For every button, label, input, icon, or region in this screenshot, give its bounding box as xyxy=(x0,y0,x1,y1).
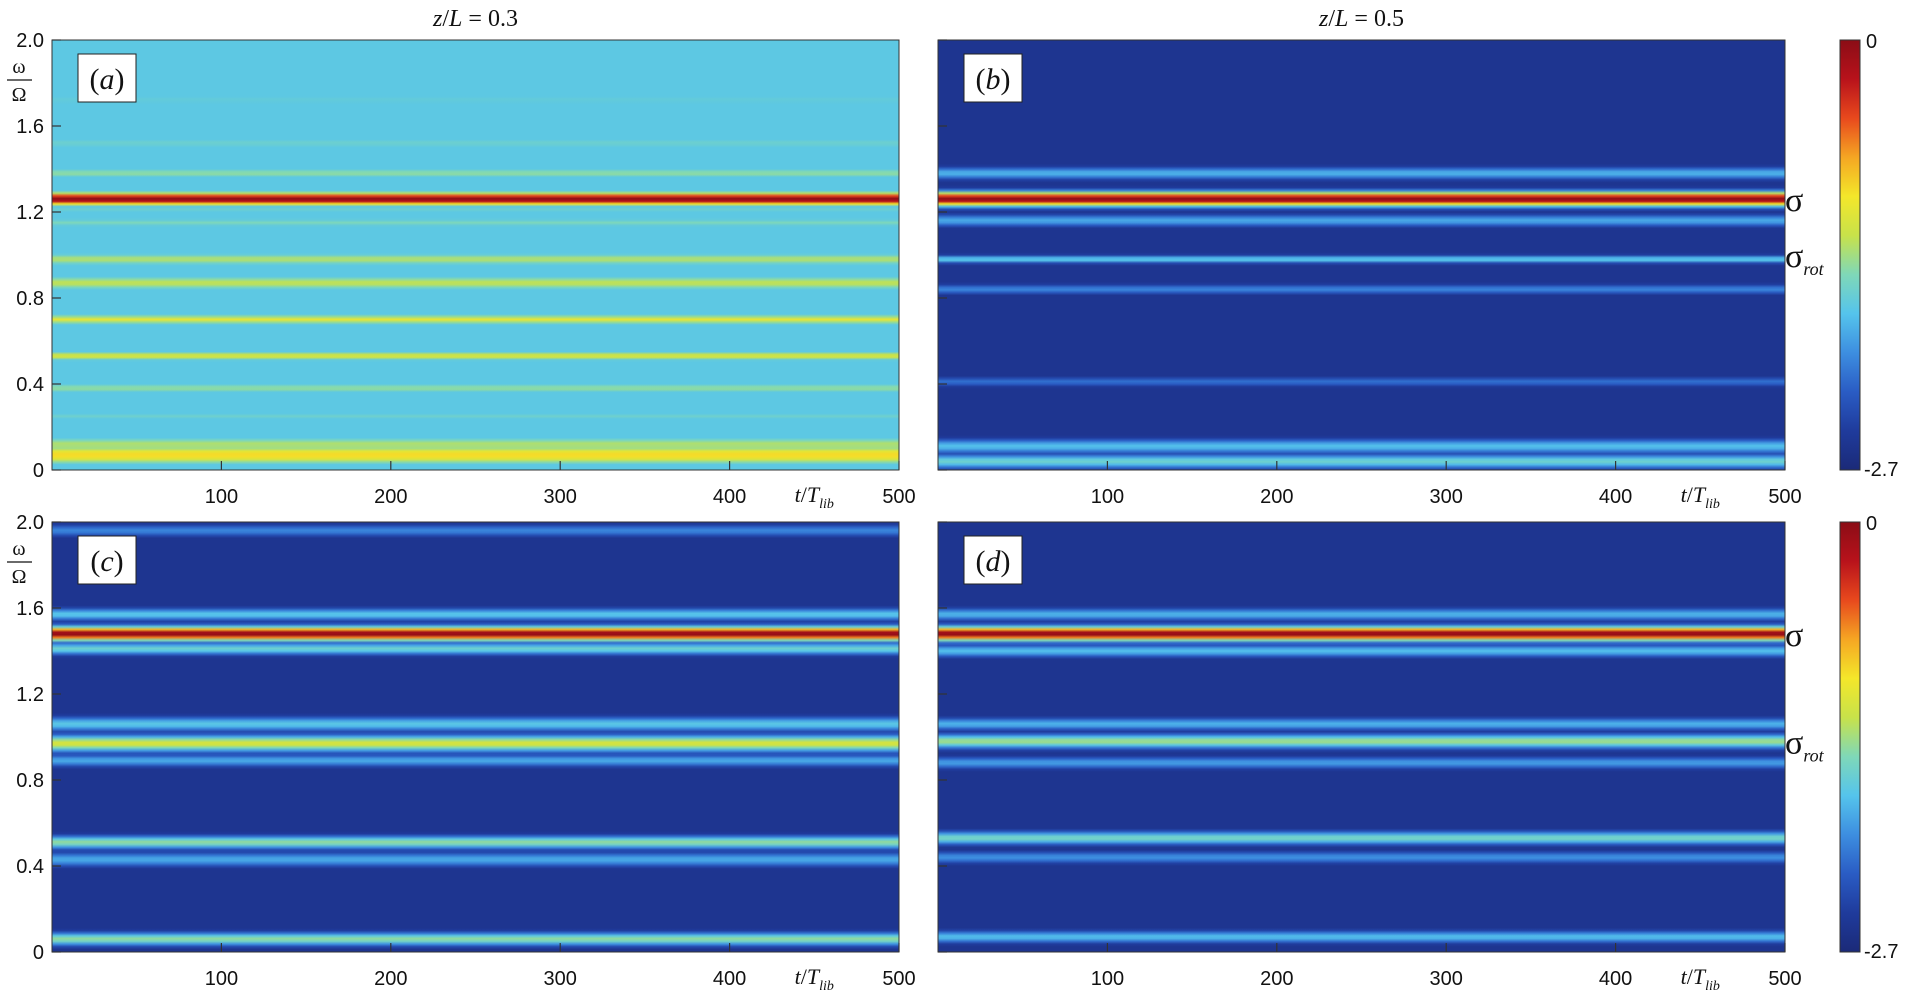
colorbar-2: 0 -2.7 xyxy=(1839,513,1898,963)
x-tick-label: 500 xyxy=(1768,486,1801,508)
x-tick-label: 300 xyxy=(544,486,577,508)
colorbar-max-label: 0 xyxy=(1866,31,1877,53)
x-tick-label: 400 xyxy=(1599,486,1632,508)
x-tick-label: 300 xyxy=(1430,486,1463,508)
svg-text:(d): (d) xyxy=(976,545,1011,578)
svg-text:(c): (c) xyxy=(90,545,123,578)
y-tick-label: 2.0 xyxy=(16,512,44,534)
x-tick-label: 200 xyxy=(374,968,407,990)
y-tick-label: 1.6 xyxy=(16,598,44,620)
panel-label-b: (b) xyxy=(963,53,1023,103)
y-label-denominator: Ω xyxy=(12,84,27,106)
colorbar-gradient xyxy=(1839,521,1861,953)
x-tick-label: 200 xyxy=(374,486,407,508)
y-tick-label: 0 xyxy=(33,460,44,482)
y-tick-label: 2.0 xyxy=(16,30,44,52)
sigma-label: σ xyxy=(1785,617,1803,654)
plot-frame xyxy=(937,521,1786,953)
y-tick-label: 1.2 xyxy=(16,202,44,224)
x-tick-label: 100 xyxy=(205,486,238,508)
panel-label-c: (c) xyxy=(77,535,137,585)
y-tick-label: 0.4 xyxy=(16,856,44,878)
y-tick-label: 0.4 xyxy=(16,374,44,396)
colorbar-gradient xyxy=(1839,39,1861,471)
y-axis-label: ωΩ xyxy=(7,56,32,106)
plot-frame xyxy=(51,521,900,953)
x-tick-label: 100 xyxy=(1091,968,1124,990)
x-axis-label: t/Tlib xyxy=(795,482,834,512)
y-label-numerator: ω xyxy=(12,538,25,560)
plot-frame xyxy=(51,39,900,471)
y-axis-label: ωΩ xyxy=(7,538,32,588)
x-tick-label: 400 xyxy=(1599,968,1632,990)
sigma-rot-label: σrot xyxy=(1785,724,1825,765)
column-title-1: z/L = 0.3 xyxy=(432,6,518,32)
panel-label-d: (d) xyxy=(963,535,1023,585)
x-tick-label: 200 xyxy=(1260,486,1293,508)
panel-label-a: (a) xyxy=(77,53,137,103)
x-tick-label: 100 xyxy=(205,968,238,990)
panel-b: 100 200 300 400 500 t/Tlib (b) xyxy=(937,39,1802,512)
sigma-label: σ xyxy=(1785,182,1803,219)
y-label-numerator: ω xyxy=(12,56,25,78)
x-tick-label: 500 xyxy=(1768,968,1801,990)
x-tick-label: 300 xyxy=(544,968,577,990)
panel-d: 100 200 300 400 500 t/Tlib (d) xyxy=(937,521,1802,994)
x-axis-label: t/Tlib xyxy=(1681,964,1720,994)
x-tick-label: 100 xyxy=(1091,486,1124,508)
heatmap-area xyxy=(52,40,899,470)
y-label-denominator: Ω xyxy=(12,566,27,588)
sigma-rot-label: σrot xyxy=(1785,238,1825,279)
svg-text:(a): (a) xyxy=(90,63,125,96)
column-title-2: z/L = 0.5 xyxy=(1318,6,1404,32)
svg-text:(b): (b) xyxy=(976,63,1011,96)
colorbar-min-label: -2.7 xyxy=(1864,941,1898,963)
y-tick-label: 0.8 xyxy=(16,770,44,792)
x-tick-label: 500 xyxy=(882,486,915,508)
x-axis-label: t/Tlib xyxy=(795,964,834,994)
heatmap-area xyxy=(938,40,1785,470)
x-tick-label: 300 xyxy=(1430,968,1463,990)
x-tick-label: 400 xyxy=(713,486,746,508)
colorbar-min-label: -2.7 xyxy=(1864,459,1898,481)
plot-frame xyxy=(937,39,1786,471)
x-axis-label: t/Tlib xyxy=(1681,482,1720,512)
colorbar-max-label: 0 xyxy=(1866,513,1877,535)
row-annotation-1: σ σrot xyxy=(1785,182,1825,279)
x-tick-label: 500 xyxy=(882,968,915,990)
y-tick-label: 1.2 xyxy=(16,684,44,706)
y-tick-label: 1.6 xyxy=(16,116,44,138)
colorbar-1: 0 -2.7 xyxy=(1839,31,1898,481)
row-annotation-2: σ σrot xyxy=(1785,617,1825,766)
panel-c: 0 0.4 0.8 1.2 1.6 2.0 100 200 300 400 500 t/Tlib ωΩ (… xyxy=(7,512,916,994)
panel-a: 0 0.4 0.8 1.2 1.6 2.0 100 200 300 400 500 t/Tlib ωΩ (… xyxy=(7,30,916,512)
y-tick-label: 0.8 xyxy=(16,288,44,310)
x-tick-label: 200 xyxy=(1260,968,1293,990)
heatmap-area xyxy=(52,522,899,952)
x-tick-label: 400 xyxy=(713,968,746,990)
y-tick-label: 0 xyxy=(33,942,44,964)
heatmap-area xyxy=(938,522,1785,952)
